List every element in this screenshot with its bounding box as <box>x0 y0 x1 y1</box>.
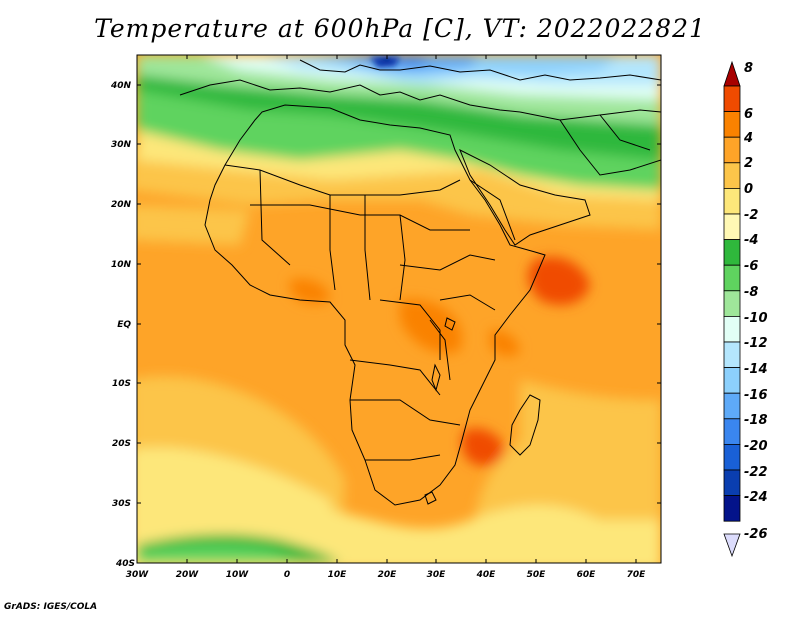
colorbar-label: -14 <box>744 362 768 377</box>
lon-ticks <box>136 55 637 563</box>
lon-label: 30W <box>126 570 150 580</box>
lat-labels: 40N 30N 20N 10N EQ 10S 20S 30S 40S <box>110 81 135 569</box>
colorbar-label: -10 <box>744 311 768 326</box>
map-title: Temperature at 600hPa [C], VT: 202202282… <box>94 14 706 43</box>
colorbar-label: 4 <box>743 131 753 146</box>
colorbar-label: -4 <box>744 233 758 248</box>
coastlines <box>179 59 661 506</box>
colorbar-swatch <box>723 315 741 343</box>
lon-label: 10E <box>328 570 348 580</box>
lon-label: 0 <box>284 570 290 580</box>
lat-label: EQ <box>117 320 131 330</box>
lon-label: 40E <box>476 570 497 580</box>
colorbar-swatch <box>723 367 741 394</box>
colorbar-label: -12 <box>744 336 768 351</box>
colorbar-label: 6 <box>744 107 753 122</box>
colorbar-label: -8 <box>744 285 758 300</box>
colorbar-swatch <box>723 162 741 189</box>
map-frame <box>136 54 662 564</box>
colorbar-label: -22 <box>744 465 768 480</box>
colorbar-swatch <box>723 290 741 317</box>
lat-label: 40S <box>115 559 135 569</box>
lon-label: 50E <box>527 570 547 580</box>
colorbar-swatch <box>723 85 741 113</box>
lon-label: 20E <box>378 570 398 580</box>
colorbar-swatch <box>723 187 741 215</box>
colorbar-label: -2 <box>744 208 758 223</box>
colorbar-label: -18 <box>744 413 768 428</box>
colorbar-label: -16 <box>744 388 768 403</box>
colorbar-swatch <box>723 136 741 164</box>
lat-label: 10S <box>112 379 131 389</box>
colorbar-swatch <box>723 418 741 445</box>
lon-label: 10W <box>226 570 250 580</box>
colorbar-swatch <box>723 111 741 138</box>
colorbar-bottom-arrow <box>723 533 741 558</box>
lon-label: 30E <box>427 570 447 580</box>
temperature-field <box>137 55 661 563</box>
lat-ticks <box>137 84 661 564</box>
colorbar-label: 8 <box>744 61 753 76</box>
lat-label: 40N <box>110 81 132 91</box>
colorbar-swatch <box>723 264 741 292</box>
lat-label: 20N <box>111 200 132 210</box>
lon-label: 70E <box>627 570 647 580</box>
colorbar-swatch <box>723 213 741 241</box>
colorbar-label: -6 <box>744 259 758 274</box>
footer-credit: GrADS: IGES/COLA <box>4 602 98 612</box>
colorbar-label: 0 <box>744 182 753 197</box>
lat-label: 20S <box>112 439 131 449</box>
colorbar-swatch <box>723 341 741 369</box>
colorbar-top-arrow <box>723 60 741 87</box>
colorbar-swatch <box>723 469 741 497</box>
colorbar-swatch <box>723 392 741 420</box>
colorbar-swatch <box>723 495 741 522</box>
colorbar-label: 2 <box>744 156 753 171</box>
colorbar-label: -26 <box>744 527 768 542</box>
lat-label: 30N <box>111 140 132 150</box>
lat-label: 10N <box>111 260 132 270</box>
colorbar-label: -24 <box>744 490 768 505</box>
lon-label: 20W <box>176 570 200 580</box>
colorbar-swatch <box>723 443 741 471</box>
colorbar: 8 6 4 2 0 -2 -4 -6 -8 -10 -12 -14 -16 -1… <box>723 60 768 558</box>
lat-label: 30S <box>112 499 131 509</box>
lon-labels: 30W 20W 10W 0 10E 20E 30E 40E 50E 60E 70… <box>126 570 646 580</box>
lon-label: 60E <box>577 570 597 580</box>
colorbar-label: -20 <box>744 439 768 454</box>
colorbar-swatch <box>723 239 741 266</box>
